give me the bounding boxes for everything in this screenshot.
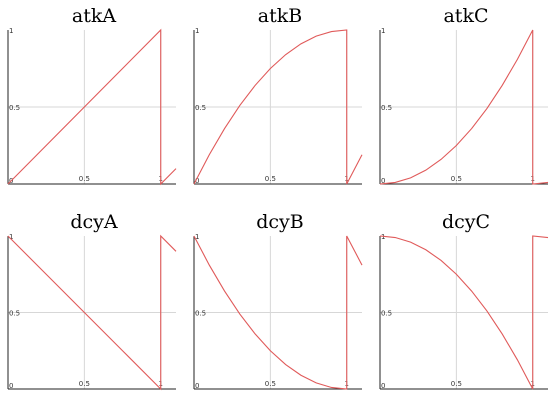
y-tick-label: 0.5: [9, 104, 20, 112]
y-tick-label: 0.5: [195, 310, 206, 318]
y-tick-label: 0: [195, 382, 199, 390]
series-line-dcyA: [7, 234, 177, 391]
chart-title: dcyA: [70, 211, 118, 233]
x-tick-label: 0.5: [265, 175, 276, 183]
chart-title: atkA: [72, 5, 116, 27]
y-tick-label: 0.5: [381, 104, 392, 112]
x-tick-label: 0.5: [451, 175, 462, 183]
x-tick-label: 0.5: [79, 175, 90, 183]
x-tick-label: 0.5: [79, 380, 90, 388]
y-tick-label: 0: [381, 177, 385, 185]
series-line-dcyB: [193, 235, 363, 390]
chart-title: dcyC: [442, 211, 490, 233]
y-tick-label: 0: [381, 382, 385, 390]
series-line-atkB: [193, 29, 363, 185]
y-tick-label: 1: [9, 233, 13, 241]
series-line-atkC: [379, 29, 549, 185]
chart-title: atkC: [443, 5, 488, 27]
y-tick-label: 1: [381, 27, 385, 35]
y-tick-label: 1: [9, 27, 13, 35]
y-tick-label: 0: [9, 382, 13, 390]
chart-title: dcyB: [256, 211, 304, 233]
y-tick-label: 1: [195, 27, 199, 35]
chart-title: atkB: [258, 5, 302, 27]
y-tick-label: 0: [195, 177, 199, 185]
y-tick-label: 0.5: [9, 310, 20, 318]
y-tick-label: 1: [195, 233, 199, 241]
y-tick-label: 0.5: [381, 310, 392, 318]
y-tick-label: 0.5: [195, 104, 206, 112]
series-line-atkA: [7, 28, 177, 186]
y-tick-label: 1: [381, 233, 385, 241]
series-line-dcyC: [379, 235, 549, 390]
x-tick-label: 0.5: [451, 380, 462, 388]
x-tick-label: 0.5: [265, 380, 276, 388]
